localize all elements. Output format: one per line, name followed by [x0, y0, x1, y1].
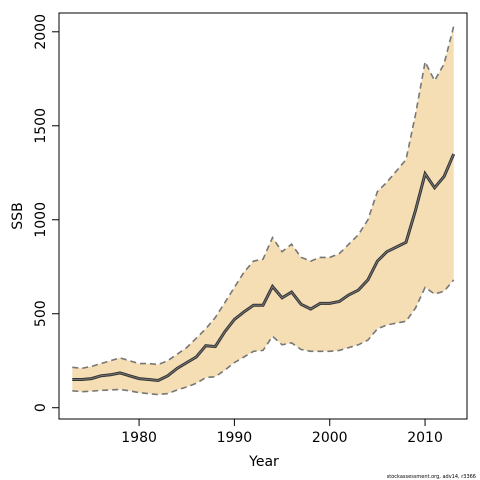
confidence-band [72, 26, 454, 395]
lower-bound-line [72, 279, 455, 396]
y-axis-label: SSB [10, 202, 26, 229]
x-tick-label: 2000 [312, 430, 348, 446]
series-lines-layer [72, 26, 456, 396]
ssb-estimate-line-core [72, 153, 455, 382]
x-tick-label: 2010 [407, 430, 443, 446]
x-tick-label: 1980 [121, 430, 157, 446]
confidence-band-layer [72, 26, 454, 395]
y-tick-label: 500 [33, 300, 49, 327]
y-tick-label: 0 [33, 403, 49, 412]
x-tick-label: 1990 [217, 430, 253, 446]
upper-bound-line [72, 26, 455, 370]
credit-text: stockassessment.org, adv14, r3366 [387, 474, 476, 480]
y-tick-label: 1000 [33, 202, 49, 238]
axes-layer: 1980 1990 2000 2010 0 500 1000 1500 2000 [33, 14, 443, 446]
plot-frame [58, 12, 468, 420]
y-tick-label: 2000 [33, 14, 49, 50]
y-tick-label: 1500 [33, 108, 49, 144]
x-axis-label: Year [248, 454, 279, 470]
